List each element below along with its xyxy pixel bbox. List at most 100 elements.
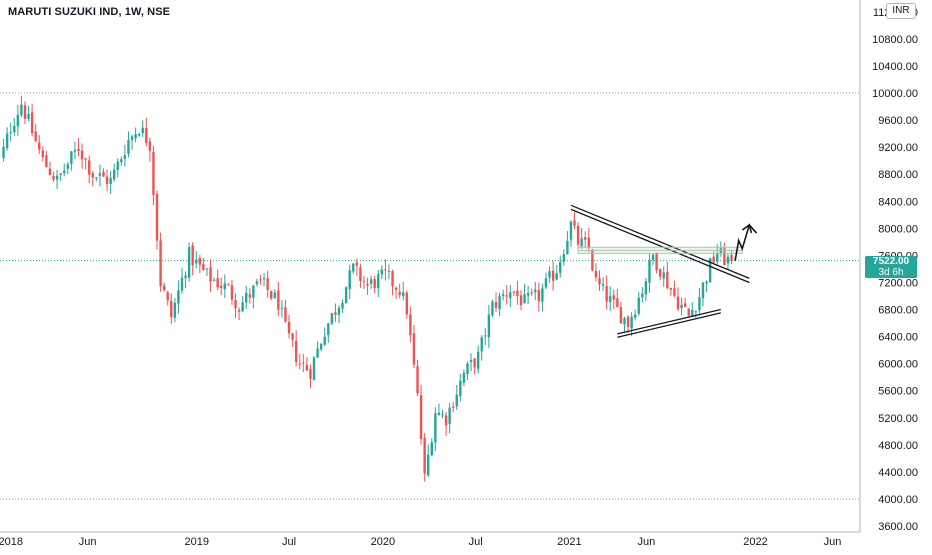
candle-body	[162, 285, 166, 291]
candle-body	[5, 133, 9, 149]
candle-body	[334, 312, 337, 315]
candle-body	[394, 287, 398, 290]
descending-trendline-lower[interactable]	[570, 208, 750, 284]
candle-body	[459, 380, 462, 397]
candle-body	[708, 258, 712, 283]
last-price-value: 7522.00	[872, 256, 910, 267]
ascending-trendline-lower[interactable]	[617, 312, 721, 338]
candle-body	[534, 289, 537, 293]
candle-body	[159, 240, 162, 287]
price-tick-label: 4000.00	[878, 494, 918, 506]
price-tick-label: 6800.00	[878, 305, 918, 317]
candle-body	[27, 114, 30, 119]
candle-body	[669, 287, 673, 290]
candle-body	[184, 275, 187, 279]
candle-body	[519, 295, 523, 306]
candle-body	[616, 298, 619, 308]
candle-body	[391, 271, 394, 287]
candle-body	[98, 173, 102, 176]
candle-body	[451, 406, 455, 408]
candle-body	[280, 307, 284, 309]
candle-body	[601, 284, 605, 286]
candle-body	[387, 270, 391, 272]
candle-body	[52, 176, 55, 180]
candle-body	[626, 316, 630, 328]
time-tick-label: Jul	[282, 536, 296, 548]
candle-body	[145, 127, 148, 144]
currency-badge[interactable]: INR	[886, 3, 916, 19]
candle-body	[152, 151, 155, 195]
price-tick-label: 4400.00	[878, 467, 918, 479]
candle-body	[30, 112, 34, 134]
descending-trendline-upper[interactable]	[570, 204, 750, 280]
candle-body	[105, 176, 109, 184]
time-tick-label: 2019	[185, 536, 209, 548]
candle-body	[569, 221, 573, 240]
candle-body	[448, 407, 451, 424]
candle-body	[223, 283, 227, 290]
candle-body	[491, 301, 494, 316]
candle-body	[316, 348, 319, 358]
candle-body	[576, 226, 580, 245]
candle-body	[130, 136, 134, 141]
projection-arrow-head[interactable]	[741, 223, 753, 234]
candle-body	[355, 262, 359, 266]
candle-body	[587, 237, 590, 248]
candle-body	[73, 150, 77, 152]
candle-body	[409, 314, 412, 336]
candle-body	[305, 364, 309, 371]
candle-body	[2, 146, 5, 158]
price-tick-label: 4800.00	[878, 440, 918, 452]
trendline-drawings[interactable]	[570, 204, 758, 338]
candle-body	[41, 150, 45, 158]
candlestick-series	[2, 95, 733, 482]
candle-body	[594, 270, 598, 278]
candle-body	[359, 267, 362, 281]
candle-body	[45, 155, 48, 168]
candle-body	[348, 270, 351, 289]
candle-body	[212, 279, 216, 281]
candle-body	[530, 292, 533, 294]
price-tick-label: 3600.00	[878, 521, 918, 533]
candle-body	[287, 321, 291, 334]
candle-body	[109, 177, 112, 184]
time-tick-label: 2021	[557, 536, 581, 548]
candle-body	[284, 307, 287, 322]
candle-body	[712, 256, 715, 263]
chart-title: MARUTI SUZUKI IND, 1W, NSE	[8, 6, 171, 18]
candle-body	[141, 127, 144, 134]
candle-body	[344, 287, 348, 304]
candle-body	[427, 454, 430, 476]
candle-body	[630, 316, 633, 329]
candle-body	[80, 150, 84, 160]
candle-body	[48, 168, 52, 176]
candle-body	[309, 368, 312, 379]
time-tick-label: 2020	[371, 536, 395, 548]
candle-body	[655, 253, 658, 271]
candle-body	[352, 263, 355, 272]
candle-body	[501, 294, 505, 297]
candle-body	[13, 125, 16, 133]
candle-body	[623, 318, 626, 325]
candle-body	[327, 323, 330, 336]
price-tick-label: 10800.00	[872, 34, 918, 46]
candle-body	[512, 291, 516, 293]
candle-body	[166, 292, 169, 301]
candle-body	[544, 278, 548, 288]
candle-body	[205, 268, 209, 270]
candle-body	[84, 158, 87, 160]
candle-body	[469, 360, 473, 363]
candle-body	[637, 297, 640, 314]
candle-body	[484, 335, 487, 337]
candle-body	[95, 177, 98, 179]
axes: 11200.0010800.0010400.0010000.009600.009…	[0, 0, 918, 548]
projection-arrow-path[interactable]	[734, 223, 758, 261]
candle-body	[694, 311, 698, 313]
candle-body	[220, 285, 223, 288]
candle-body	[398, 291, 401, 296]
ascending-trendline-upper[interactable]	[617, 308, 721, 335]
candle-body	[509, 292, 512, 299]
candle-body	[187, 247, 191, 278]
